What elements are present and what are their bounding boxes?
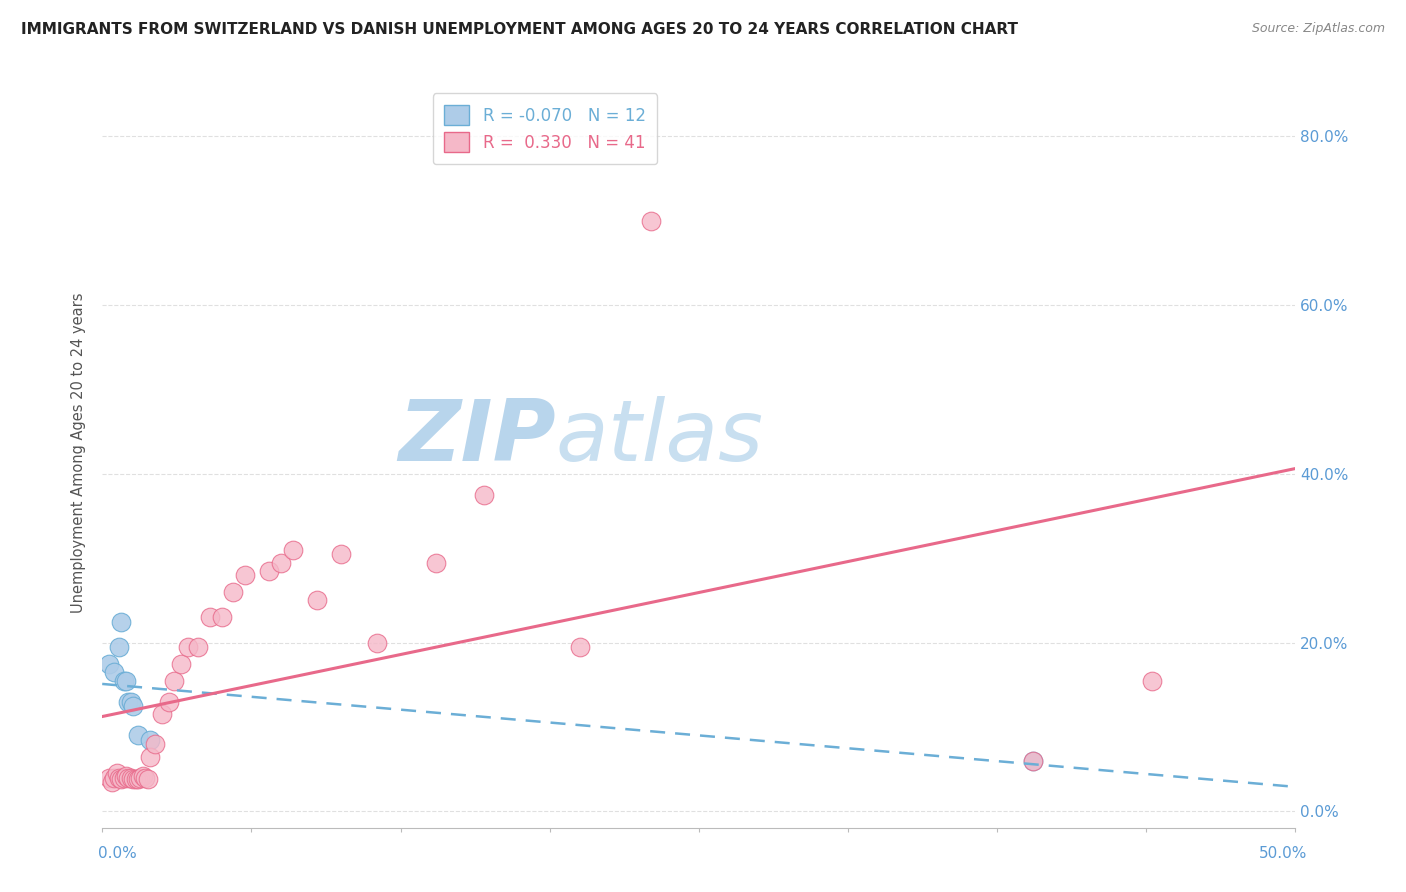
- Point: [150, 707, 173, 722]
- Point: [110, 772, 132, 787]
- Point: [115, 769, 138, 783]
- Point: [112, 771, 135, 785]
- Point: [110, 615, 132, 629]
- Point: [170, 657, 193, 671]
- Point: [366, 635, 388, 649]
- Text: IMMIGRANTS FROM SWITZERLAND VS DANISH UNEMPLOYMENT AMONG AGES 20 TO 24 YEARS COR: IMMIGRANTS FROM SWITZERLAND VS DANISH UN…: [21, 22, 1018, 37]
- Point: [100, 774, 122, 789]
- Legend: R = -0.070   N = 12, R =  0.330   N = 41: R = -0.070 N = 12, R = 0.330 N = 41: [433, 94, 658, 164]
- Point: [120, 695, 142, 709]
- Point: [270, 556, 292, 570]
- Point: [157, 695, 180, 709]
- Point: [98, 771, 121, 785]
- Point: [235, 568, 257, 582]
- Text: 0.0%: 0.0%: [98, 846, 138, 861]
- Point: [127, 728, 149, 742]
- Point: [108, 771, 131, 785]
- Point: [127, 772, 149, 787]
- Point: [640, 214, 662, 228]
- Text: atlas: atlas: [555, 396, 763, 479]
- Point: [187, 640, 209, 654]
- Point: [568, 640, 591, 654]
- Text: Source: ZipAtlas.com: Source: ZipAtlas.com: [1251, 22, 1385, 36]
- Point: [329, 547, 352, 561]
- Point: [117, 695, 139, 709]
- Point: [115, 673, 138, 688]
- Point: [120, 771, 142, 785]
- Y-axis label: Unemployment Among Ages 20 to 24 years: Unemployment Among Ages 20 to 24 years: [72, 293, 86, 613]
- Point: [132, 769, 155, 783]
- Point: [1022, 754, 1045, 768]
- Point: [134, 771, 156, 785]
- Point: [425, 556, 447, 570]
- Point: [129, 771, 152, 785]
- Point: [98, 657, 121, 671]
- Point: [222, 585, 245, 599]
- Point: [136, 772, 159, 787]
- Point: [259, 564, 281, 578]
- Point: [117, 771, 139, 785]
- Point: [1142, 673, 1164, 688]
- Point: [112, 673, 135, 688]
- Point: [105, 766, 128, 780]
- Point: [1022, 754, 1045, 768]
- Point: [122, 698, 145, 713]
- Point: [103, 665, 125, 680]
- Point: [108, 640, 131, 654]
- Point: [143, 737, 166, 751]
- Point: [122, 772, 145, 787]
- Point: [103, 771, 125, 785]
- Point: [198, 610, 221, 624]
- Text: ZIP: ZIP: [398, 396, 555, 479]
- Point: [177, 640, 200, 654]
- Point: [472, 488, 495, 502]
- Point: [139, 749, 162, 764]
- Point: [211, 610, 233, 624]
- Point: [124, 772, 146, 787]
- Text: 50.0%: 50.0%: [1260, 846, 1308, 861]
- Point: [305, 593, 328, 607]
- Point: [281, 542, 304, 557]
- Point: [163, 673, 186, 688]
- Point: [139, 732, 162, 747]
